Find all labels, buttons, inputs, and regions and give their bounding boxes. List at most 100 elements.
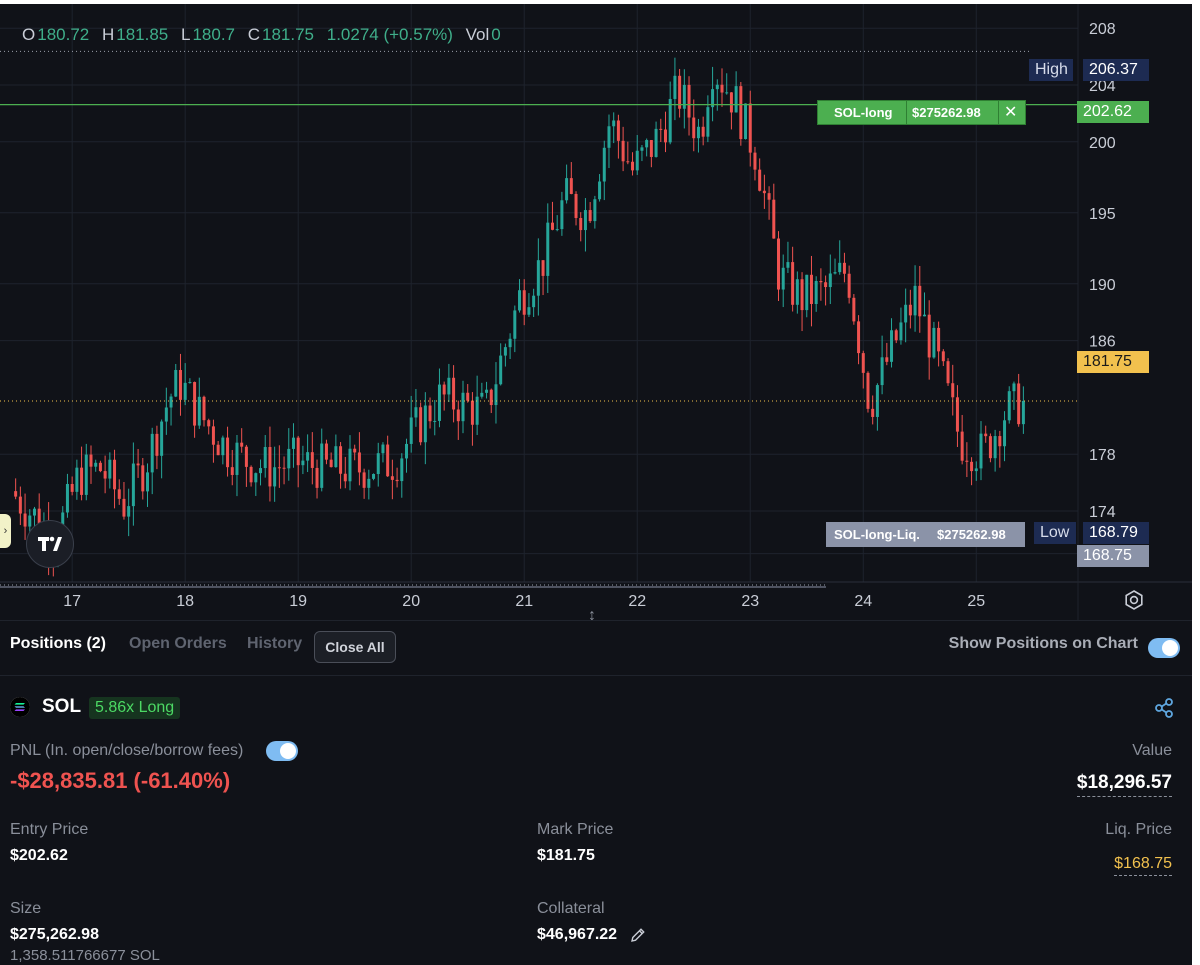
low-marker-label: Low [1034, 522, 1076, 544]
liq-price-value: $168.75 [1114, 855, 1172, 876]
candle-body [390, 476, 394, 480]
leverage-badge: 5.86x Long [89, 697, 181, 719]
candle-body [800, 279, 804, 311]
candle-body [146, 472, 150, 492]
candle-body [1017, 383, 1021, 425]
x-axis-tick-label: 22 [628, 593, 646, 610]
liq-price-axis-label: 168.75 [1077, 545, 1149, 567]
candle-body [659, 128, 663, 130]
candle-body [169, 396, 173, 408]
pnl-label: PNL (In. open/close/borrow fees) [10, 742, 244, 759]
toggle-knob [280, 743, 296, 759]
candle-body [941, 351, 945, 362]
entry-price-axis-label: 202.62 [1077, 101, 1149, 123]
toggle-knob [1162, 640, 1178, 656]
size-label: Size [10, 900, 42, 917]
tradingview-logo[interactable] [26, 520, 74, 568]
candle-body [470, 400, 474, 425]
candle-body [824, 282, 828, 288]
candle-body [1012, 383, 1016, 392]
show-positions-toggle[interactable] [1148, 638, 1180, 658]
candle-body [324, 443, 328, 460]
tab-positions[interactable]: Positions (2) [10, 635, 107, 652]
close-label: C [247, 25, 261, 44]
candle-body [748, 103, 752, 153]
candle-body [188, 382, 192, 384]
candle-body [555, 229, 559, 231]
candle-body [720, 84, 724, 93]
candle-body [84, 454, 88, 495]
candle-body [621, 140, 625, 162]
candle-body [668, 98, 672, 143]
close-value: 181.75 [262, 25, 315, 44]
candle-body [320, 443, 324, 488]
tab-history[interactable]: History [247, 635, 303, 652]
candle-body [94, 462, 98, 467]
edit-collateral-pencil-icon[interactable] [629, 926, 647, 944]
y-axis-tick-label: 204 [1089, 78, 1116, 95]
candle-body [805, 274, 809, 311]
candle-body [334, 446, 338, 468]
tab-open-orders[interactable]: Open Orders [129, 635, 227, 652]
candle-body [791, 262, 795, 305]
candle-body [875, 385, 879, 417]
candle-body [14, 491, 18, 497]
candle-body [249, 466, 253, 483]
candle-body [885, 357, 889, 362]
close-all-button[interactable]: Close All [314, 631, 396, 663]
candle-body [367, 478, 371, 488]
trading-app: 17 18 19 20 21 22 23 24 25 208 204 200 195 190 186 178 1… [0, 4, 1192, 965]
candle-body [857, 321, 861, 354]
candle-body [838, 262, 842, 273]
candle-body [640, 147, 644, 151]
candle-body [254, 473, 258, 483]
candle-body [894, 330, 898, 341]
x-axis-tick-label: 19 [289, 593, 307, 610]
resize-handle-icon[interactable]: ↕ [588, 607, 596, 624]
candle-body [847, 273, 851, 298]
candle-body [598, 181, 602, 200]
show-positions-label: Show Positions on Chart [948, 635, 1138, 652]
candle-body [428, 405, 432, 422]
candle-body [240, 442, 244, 447]
chart-settings-gear-icon[interactable] [1122, 588, 1146, 612]
candle-body [522, 290, 526, 315]
low-value: 180.7 [192, 25, 235, 44]
expand-sidebar-handle[interactable]: › [0, 514, 11, 548]
candle-body [833, 272, 837, 274]
candle-body [329, 459, 333, 468]
position-line-name: SOL-long [834, 105, 893, 120]
position-line-tag[interactable]: SOL-long $275262.98 ✕ [817, 100, 1026, 125]
candle-body [767, 193, 771, 200]
pnl-value: -$28,835.81 (-61.40%) [10, 768, 231, 793]
candle-body [287, 448, 291, 469]
share-icon[interactable] [1153, 697, 1175, 719]
pnl-fees-toggle[interactable] [266, 741, 298, 761]
candle-body [960, 431, 964, 461]
candle-body [164, 407, 168, 422]
candle-body [649, 140, 653, 157]
candle-body [480, 392, 484, 397]
candle-body [583, 210, 587, 231]
candle-body [786, 262, 790, 268]
candle-body [423, 405, 427, 443]
candle-body [904, 304, 908, 323]
candle-body [993, 436, 997, 459]
vol-label: Vol [465, 25, 490, 44]
liq-price-label: Liq. Price [1105, 821, 1172, 838]
candle-body [908, 304, 912, 316]
close-position-line-icon[interactable]: ✕ [1004, 104, 1018, 121]
candle-body [127, 506, 131, 517]
candle-body [1003, 420, 1007, 447]
candle-body [400, 458, 404, 482]
high-value: 181.85 [116, 25, 169, 44]
candle-body [296, 437, 300, 466]
candle-body [927, 314, 931, 358]
candle-body [951, 383, 955, 398]
liquidation-line-tag[interactable]: SOL-long-Liq. $275262.98 [826, 522, 1025, 547]
entry-price-value: $202.62 [10, 847, 68, 864]
position-line-amount: $275262.98 [912, 105, 981, 120]
candle-body [852, 297, 856, 322]
low-label: L [180, 25, 191, 44]
candle-body [461, 392, 465, 422]
